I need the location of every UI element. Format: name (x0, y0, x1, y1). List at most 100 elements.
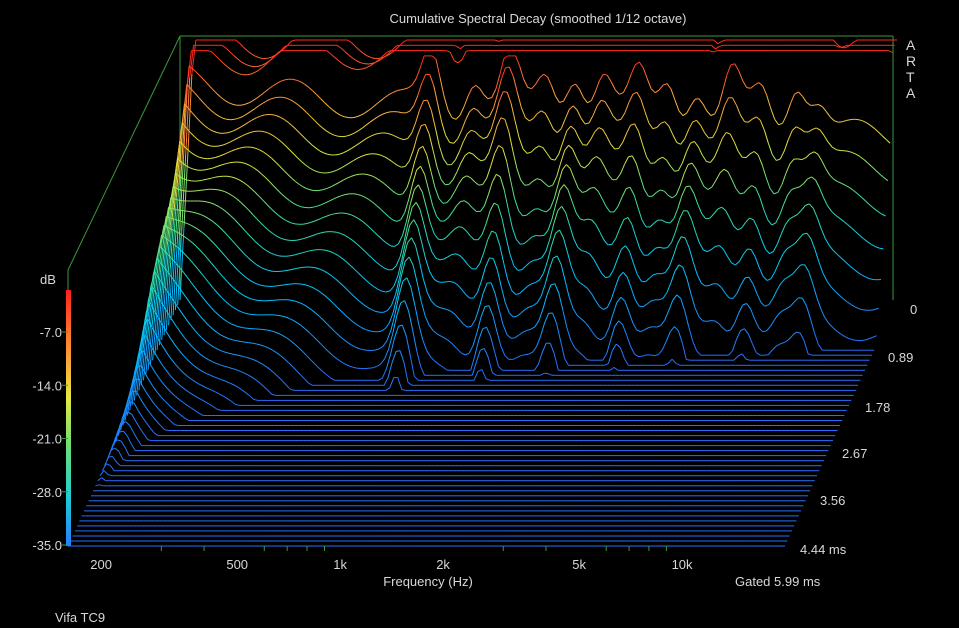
decay-slice-segment (204, 215, 209, 219)
decay-slice-segment (473, 107, 478, 111)
decay-slice-segment (300, 237, 305, 240)
decay-slice-segment (482, 177, 488, 185)
decay-slice-segment (655, 189, 661, 194)
decay-slice-segment (348, 54, 354, 59)
decay-slice-segment (538, 208, 543, 212)
decay-slice-segment (845, 184, 850, 189)
decay-slice-segment (273, 135, 279, 140)
decay-slice-segment (352, 366, 357, 369)
decay-slice-segment (260, 114, 265, 117)
decay-slice-segment (352, 193, 357, 195)
decay-slice-segment (152, 286, 157, 295)
decay-slice-segment (805, 203, 810, 206)
decay-slice-segment (506, 160, 512, 181)
decay-slice-segment (518, 137, 524, 150)
decay-slice-segment (286, 220, 292, 224)
decay-slice-segment (233, 54, 238, 60)
decay-slice-segment (473, 292, 478, 299)
decay-slice-segment (345, 314, 350, 320)
decay-slice-segment (740, 277, 746, 285)
decay-slice-segment (274, 331, 280, 335)
decay-slice-segment (527, 86, 532, 90)
decay-slice-segment (759, 120, 765, 131)
decay-slice-segment (649, 274, 654, 279)
decay-slice-segment (508, 131, 514, 151)
decay-slice-segment (225, 141, 231, 145)
decay-slice-segment (166, 215, 171, 219)
decay-slice-segment (464, 200, 469, 204)
decay-slice-segment (478, 293, 484, 308)
decay-slice-segment (150, 365, 156, 373)
decay-slice-segment (164, 268, 170, 275)
decay-slice-segment (529, 117, 534, 122)
decay-slice-segment (306, 355, 312, 361)
decay-slice-segment (397, 377, 403, 390)
decay-slice-segment (681, 151, 687, 164)
decay-slice-segment (537, 110, 542, 115)
decay-slice-segment (574, 129, 580, 139)
decay-slice-segment (250, 358, 255, 361)
decay-slice-segment (563, 93, 568, 102)
decay-slice-segment (291, 39, 296, 42)
decay-slice-segment (413, 375, 419, 381)
decay-slice-segment (544, 113, 550, 121)
decay-slice-segment (498, 309, 504, 326)
decay-slice-segment (321, 292, 326, 297)
decay-slice-segment (735, 188, 741, 195)
decay-slice-segment (137, 340, 143, 359)
decay-slice-segment (210, 202, 215, 205)
decay-slice-segment (216, 93, 222, 98)
decay-slice-segment (873, 127, 879, 133)
decay-slice-segment (464, 152, 470, 156)
decay-slice-segment (276, 80, 281, 84)
decay-slice-segment (382, 340, 388, 347)
decay-slice-segment (236, 369, 241, 372)
decay-slice-segment (840, 257, 846, 262)
decay-slice-segment (769, 188, 775, 195)
decay-slice-segment (754, 82, 759, 86)
decay-slice-segment (432, 205, 438, 217)
decay-slice-segment (290, 99, 295, 103)
decay-slice-segment (684, 237, 690, 249)
decay-slice-segment (199, 179, 204, 182)
decay-slice-segment (419, 261, 424, 280)
decay-slice-segment (203, 253, 209, 260)
decay-slice-segment (530, 148, 536, 153)
decay-slice-segment (612, 302, 618, 315)
decay-slice-segment (679, 173, 685, 186)
decay-slice-segment (541, 110, 546, 114)
decay-slice-segment (540, 234, 545, 237)
decay-slice-segment (649, 222, 655, 228)
decay-slice-segment (174, 262, 180, 268)
decay-slice-segment (164, 307, 169, 315)
decay-slice-segment (359, 301, 365, 306)
decay-slice-segment (573, 238, 579, 248)
decay-slice-segment (141, 334, 146, 341)
decay-slice-segment (171, 229, 177, 232)
decay-slice-segment (516, 92, 522, 108)
decay-slice-segment (344, 193, 349, 196)
decay-slice-segment (689, 185, 695, 194)
decay-slice-segment (877, 131, 883, 137)
decay-slice-segment (494, 351, 499, 367)
decay-slice-segment (283, 269, 289, 272)
decay-slice-segment (228, 102, 234, 105)
decay-slice-segment (552, 176, 558, 186)
decay-slice-segment (238, 116, 243, 119)
decay-slice-segment (264, 226, 270, 231)
decay-slice-segment (221, 379, 227, 382)
decay-slice-segment (190, 407, 196, 412)
decay-slice-segment (532, 346, 538, 353)
decay-slice-segment (367, 306, 372, 311)
decay-slice-segment (869, 124, 875, 129)
decay-slice-segment (285, 44, 290, 47)
decay-slice-segment (214, 203, 219, 207)
decay-slice-segment (341, 164, 346, 169)
decay-slice-segment (606, 136, 612, 145)
decay-slice-segment (336, 358, 342, 363)
decay-slice-segment (140, 398, 145, 406)
decay-slice-segment (664, 266, 670, 273)
decay-slice-segment (168, 404, 174, 410)
decay-slice-segment (634, 353, 639, 358)
decay-slice-segment (212, 361, 217, 364)
